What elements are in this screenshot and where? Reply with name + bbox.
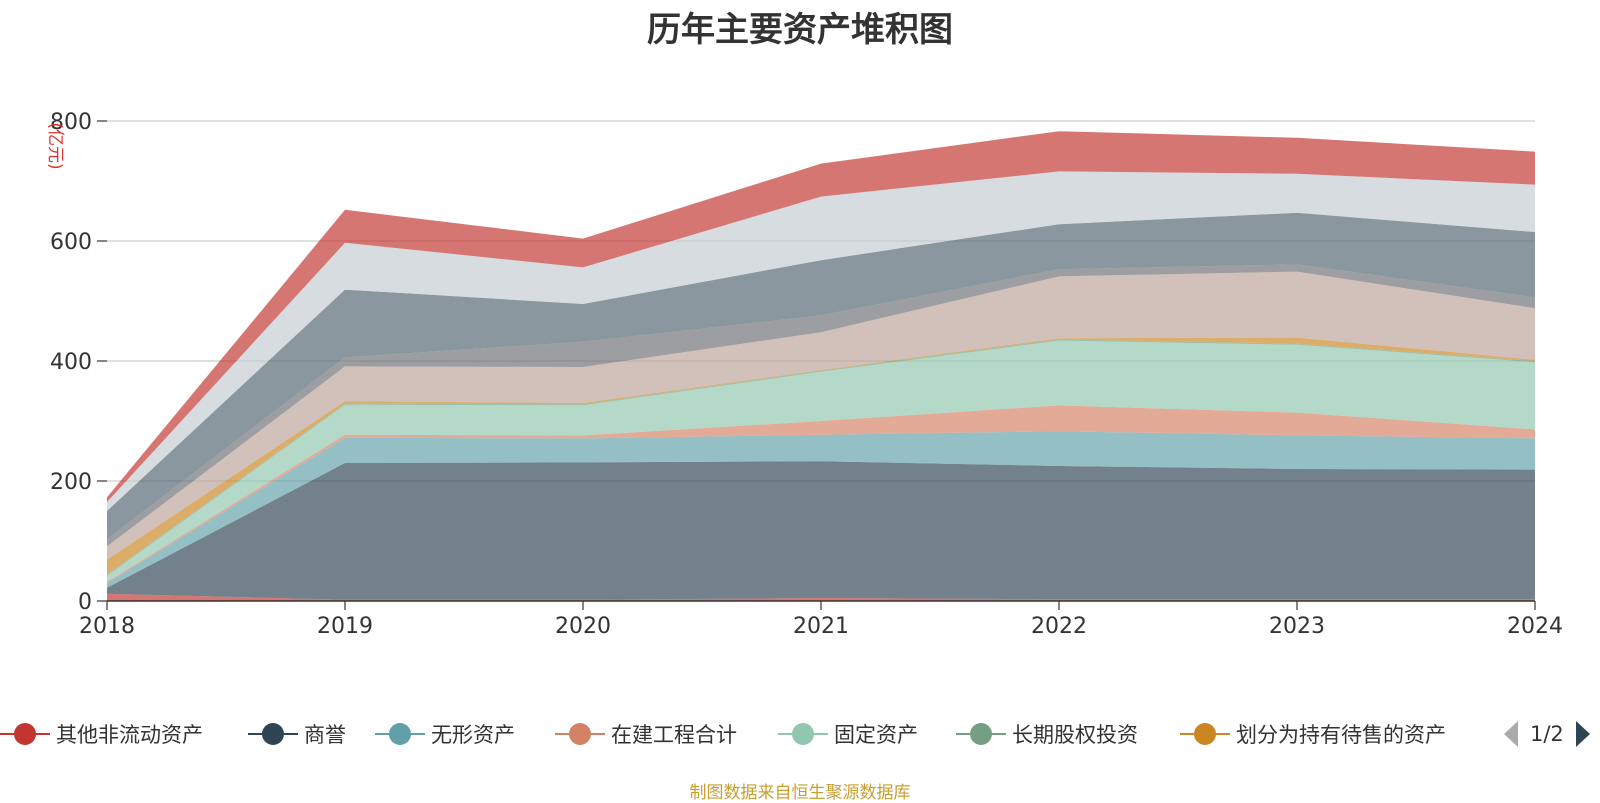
y-tick-label: 800	[50, 110, 92, 135]
y-tick-label: 600	[50, 230, 92, 255]
x-tick-label: 2023	[1269, 614, 1325, 639]
stacked-area-chart: 0 200 400 600 800(亿元) 2018 2019 2020 2021 2022 202…	[45, 110, 1563, 639]
area-series-12[interactable]	[107, 131, 1535, 502]
area-series-2[interactable]	[107, 461, 1535, 600]
legend-item[interactable]: 其他非流动资产	[0, 716, 203, 752]
area-series-10[interactable]	[107, 212, 1535, 540]
y-tick-label: 200	[50, 470, 92, 495]
legend-label: 商誉	[304, 723, 346, 747]
legend-label: 固定资产	[834, 723, 918, 747]
area-series-3[interactable]	[107, 431, 1535, 588]
area-series	[107, 131, 1535, 601]
legend-item[interactable]: 划分为持有待售的资产	[1180, 716, 1446, 752]
legend: 其他非流动资产 商誉 无形资产 在建工程合计 固定资产 长期股权投资 划分为持有待售的资产	[0, 716, 1600, 752]
chart-title: 历年主要资产堆积图	[647, 10, 953, 50]
tick-labels: 0 200 400 600 800(亿元) 2018 2019 2020 2021 2022 202…	[45, 110, 1563, 639]
legend-marker-icon	[555, 723, 605, 745]
legend-label: 无形资产	[431, 723, 515, 747]
legend-label: 在建工程合计	[611, 723, 737, 747]
axes	[97, 120, 1536, 610]
y-axis-unit-label: (亿元)	[45, 122, 65, 169]
x-tick-label: 2022	[1031, 614, 1087, 639]
legend-marker-icon	[778, 723, 828, 745]
legend-prev-arrow-icon[interactable]	[1500, 719, 1522, 749]
y-tick-label: 400	[50, 350, 92, 375]
legend-item[interactable]: 在建工程合计	[555, 716, 737, 752]
legend-label: 其他非流动资产	[56, 723, 203, 747]
legend-marker-icon	[1180, 723, 1230, 745]
x-tick-label: 2021	[793, 614, 849, 639]
legend-marker-icon	[248, 723, 298, 745]
legend-pager: 1/2	[1500, 716, 1594, 752]
data-source-footnote: 制图数据来自恒生聚源数据库	[689, 783, 911, 803]
legend-label: 划分为持有待售的资产	[1236, 723, 1446, 747]
y-tick-label: 0	[78, 590, 92, 615]
area-series-9[interactable]	[107, 264, 1535, 547]
area-series-11[interactable]	[107, 171, 1535, 511]
area-series-8[interactable]	[107, 271, 1535, 560]
x-tick-label: 2018	[79, 614, 135, 639]
x-tick-label: 2020	[555, 614, 611, 639]
area-series-5[interactable]	[107, 340, 1535, 582]
x-tick-label: 2024	[1507, 614, 1563, 639]
legend-item[interactable]: 商誉	[248, 716, 346, 752]
legend-marker-icon	[375, 723, 425, 745]
legend-page-indicator: 1/2	[1530, 722, 1564, 746]
legend-marker-icon	[956, 723, 1006, 745]
x-tick-label: 2019	[317, 614, 373, 639]
legend-item[interactable]: 无形资产	[375, 716, 515, 752]
legend-label: 长期股权投资	[1012, 723, 1138, 747]
legend-next-arrow-icon[interactable]	[1572, 719, 1594, 749]
legend-item[interactable]: 长期股权投资	[956, 716, 1138, 752]
legend-item[interactable]: 固定资产	[778, 716, 918, 752]
area-series-4[interactable]	[107, 405, 1535, 583]
legend-marker-icon	[0, 723, 50, 745]
